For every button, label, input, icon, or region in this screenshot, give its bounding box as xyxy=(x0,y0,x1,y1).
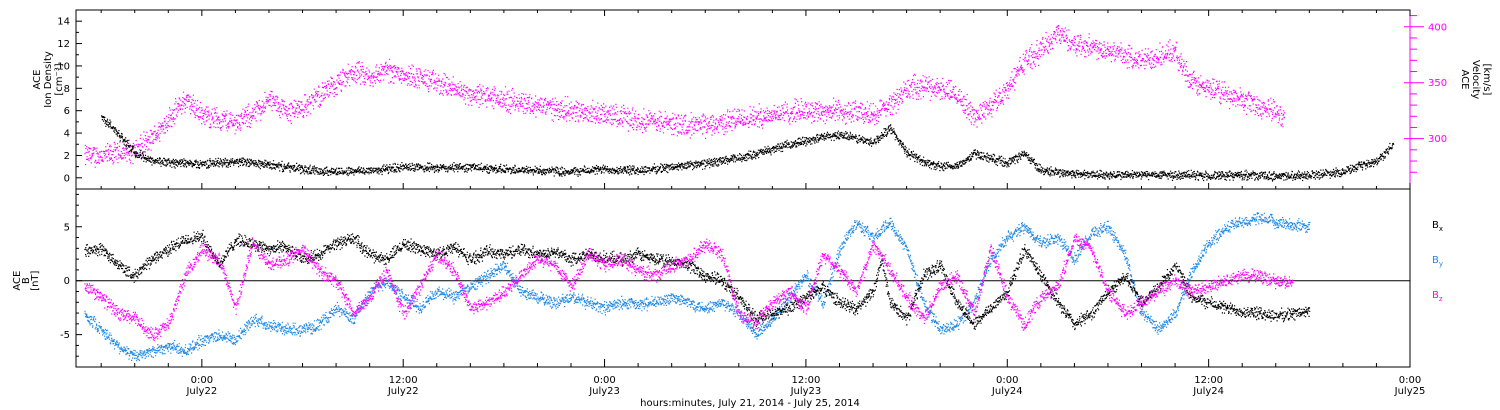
density-axis-title-line: ACE xyxy=(32,70,43,90)
field-tick-label: 5 xyxy=(64,222,70,233)
velocity-tick-label: 300 xyxy=(1428,134,1447,145)
velocity-axis-title-line: ACE xyxy=(1459,70,1470,90)
field-axis-title-line: ACE xyxy=(12,271,23,291)
time-axis: 0:00July2212:00July220:00July2312:00July… xyxy=(100,10,1426,397)
legend-subscript: z xyxy=(1439,295,1443,303)
velocity-series-points xyxy=(84,25,1286,168)
x-tick-day: July23 xyxy=(790,386,822,397)
bottom-panel-frame xyxy=(75,188,1411,368)
density-series xyxy=(101,115,1395,182)
x-tick-day: July22 xyxy=(185,386,217,397)
velocity-series xyxy=(84,25,1286,168)
density-tick-label: 2 xyxy=(64,151,70,162)
x-tick-time: 12:00 xyxy=(792,375,821,386)
by-series-points xyxy=(84,212,1311,362)
velocity-axis-title-line: Velocity xyxy=(1470,60,1481,99)
density-tick-label: 8 xyxy=(64,84,70,95)
field-tick-label: -5 xyxy=(60,330,70,341)
by-series xyxy=(84,212,1311,362)
density-tick-label: 14 xyxy=(57,17,70,28)
field-tick-label: 0 xyxy=(64,276,70,287)
density-series-points xyxy=(101,115,1395,182)
density-tick-label: 4 xyxy=(64,129,70,140)
bz-series xyxy=(84,233,1294,342)
x-tick-day: July24 xyxy=(991,386,1023,397)
field-axis-title: ACEB[nT] xyxy=(12,270,41,290)
legend-symbol: B xyxy=(1432,220,1439,231)
x-tick-day: July23 xyxy=(588,386,620,397)
legend-Bx: Bx xyxy=(1432,220,1443,233)
velocity-tick-label: 350 xyxy=(1428,78,1447,89)
bz-series-points xyxy=(84,233,1294,342)
x-tick-time: 0:00 xyxy=(1399,375,1421,386)
x-tick-time: 0:00 xyxy=(593,375,615,386)
velocity-tick-label: 400 xyxy=(1428,22,1447,33)
density-axis-title-line: Ion Density xyxy=(43,51,54,108)
density-axis-title: ACEIon Density[cm⁻³] xyxy=(32,51,65,108)
legend-subscript: x xyxy=(1439,225,1443,233)
x-tick-time: 12:00 xyxy=(1194,375,1223,386)
x-tick-day: July22 xyxy=(387,386,419,397)
velocity-axis-title-line: [km/s] xyxy=(1481,64,1492,96)
x-tick-day: July25 xyxy=(1394,386,1426,397)
legend-symbol: B xyxy=(1432,255,1439,266)
x-tick-time: 0:00 xyxy=(996,375,1018,386)
top-panel-frame xyxy=(75,9,1411,190)
x-axis-title: hours:minutes, July 21, 2014 - July 25, … xyxy=(640,398,860,409)
x-tick-time: 12:00 xyxy=(389,375,418,386)
x-tick-time: 0:00 xyxy=(191,375,213,386)
x-tick-day: July24 xyxy=(1192,386,1224,397)
density-axis-title-line: [cm⁻³] xyxy=(54,63,65,95)
density-tick-label: 10 xyxy=(57,61,70,72)
density-tick-label: 12 xyxy=(57,39,70,50)
field-axis-title-line: B xyxy=(21,277,32,284)
legend-subscript: y xyxy=(1439,260,1443,268)
velocity-axis-title: ACEVelocity[km/s] xyxy=(1459,60,1492,99)
legend-By: By xyxy=(1432,255,1443,268)
legend-Bz: Bz xyxy=(1432,290,1443,303)
density-tick-label: 6 xyxy=(64,106,70,117)
legend-symbol: B xyxy=(1432,290,1439,301)
field-axis-title-line: [nT] xyxy=(30,270,41,290)
density-tick-label: 0 xyxy=(64,173,70,184)
